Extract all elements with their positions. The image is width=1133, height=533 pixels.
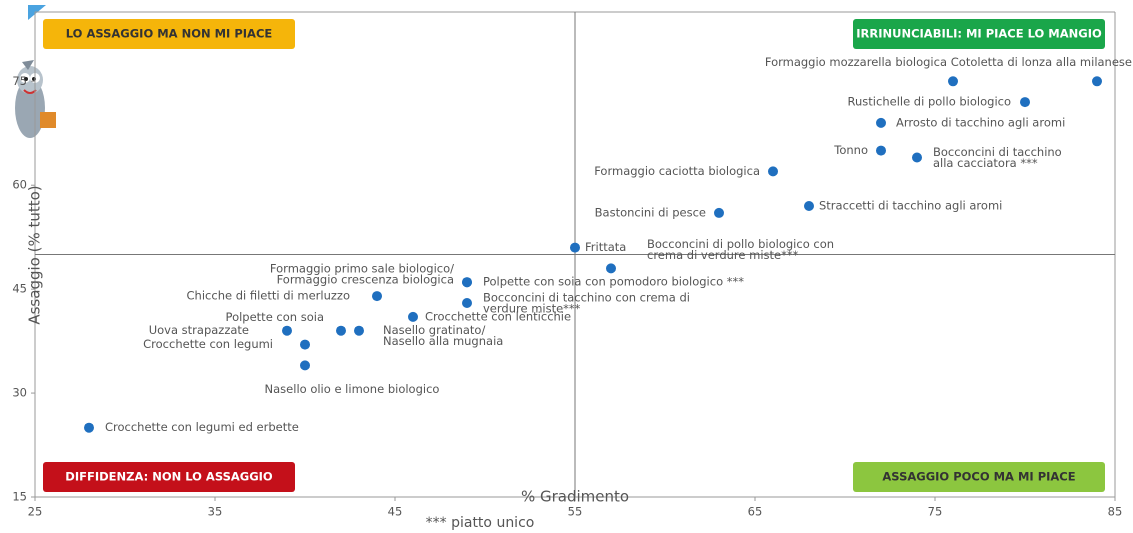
point-label: Uova strapazzate (149, 323, 249, 337)
point (1020, 97, 1030, 107)
point-label: crema di verdure miste*** (647, 248, 799, 262)
note: *** piatto unico (426, 515, 535, 531)
quadrant-label: IRRINUNCIABILI: MI PIACE LO MANGIO (856, 27, 1102, 41)
point (300, 360, 310, 370)
point-label: Straccetti di tacchino agli aromi (819, 199, 1002, 213)
point (1092, 76, 1102, 86)
y-tick-label: 75 (12, 74, 27, 88)
point-label: Rustichelle di pollo biologico (848, 95, 1011, 109)
x-tick-label: 65 (748, 505, 763, 519)
point (768, 166, 778, 176)
x-tick-label: 45 (388, 505, 403, 519)
quadrant-label: LO ASSAGGIO MA NON MI PIACE (66, 27, 273, 41)
chart: 253545556575851530456075LO ASSAGGIO MA N… (0, 0, 1133, 533)
point-label: Bastoncini di pesce (595, 205, 706, 219)
point-label: Formaggio mozzarella biologica (765, 55, 947, 69)
point (408, 312, 418, 322)
point-label: Chicche di filetti di merluzzo (187, 289, 350, 303)
point-label: Arrosto di tacchino agli aromi (896, 115, 1065, 129)
point (804, 201, 814, 211)
point-label: Tonno (833, 143, 868, 157)
point (570, 243, 580, 253)
x-axis-label: % Gradimento (521, 488, 629, 506)
x-tick-label: 85 (1108, 505, 1123, 519)
point-label: Formaggio crescenza biologica (277, 273, 454, 287)
point (354, 326, 364, 336)
point-label: Crocchette con lenticchie (425, 309, 571, 323)
point (336, 326, 346, 336)
point-label: Crocchette con legumi ed erbette (105, 420, 299, 434)
y-axis-label: Assaggio (% tutto) (26, 185, 44, 324)
point (282, 326, 292, 336)
x-tick-label: 55 (568, 505, 583, 519)
x-tick-label: 25 (28, 505, 43, 519)
point (606, 263, 616, 273)
point-label: Cotoletta di lonza alla milanese (951, 55, 1132, 69)
point (462, 298, 472, 308)
point (300, 340, 310, 350)
point (372, 291, 382, 301)
point (462, 277, 472, 287)
point (876, 146, 886, 156)
point-label: Formaggio caciotta biologica (594, 164, 760, 178)
point-label: Crocchette con legumi (143, 337, 273, 351)
point (948, 76, 958, 86)
y-tick-label: 30 (12, 386, 27, 400)
quadrant-label: DIFFIDENZA: NON LO ASSAGGIO (65, 470, 273, 484)
point-label: alla cacciatora *** (933, 156, 1038, 170)
point (876, 118, 886, 128)
point-label: Frittata (585, 240, 626, 254)
point-label: Nasello olio e limone biologico (265, 382, 440, 396)
x-tick-label: 75 (928, 505, 943, 519)
point (714, 208, 724, 218)
quadrant-label: ASSAGGIO POCO MA MI PIACE (882, 470, 1075, 484)
point (912, 153, 922, 163)
point (84, 423, 94, 433)
y-tick-label: 15 (12, 490, 27, 504)
x-tick-label: 35 (208, 505, 223, 519)
point-label: Polpette con soia (226, 310, 324, 324)
point-label: Polpette con soia con pomodoro biologico… (483, 275, 744, 289)
point-label: Nasello alla mugnaia (383, 334, 503, 348)
